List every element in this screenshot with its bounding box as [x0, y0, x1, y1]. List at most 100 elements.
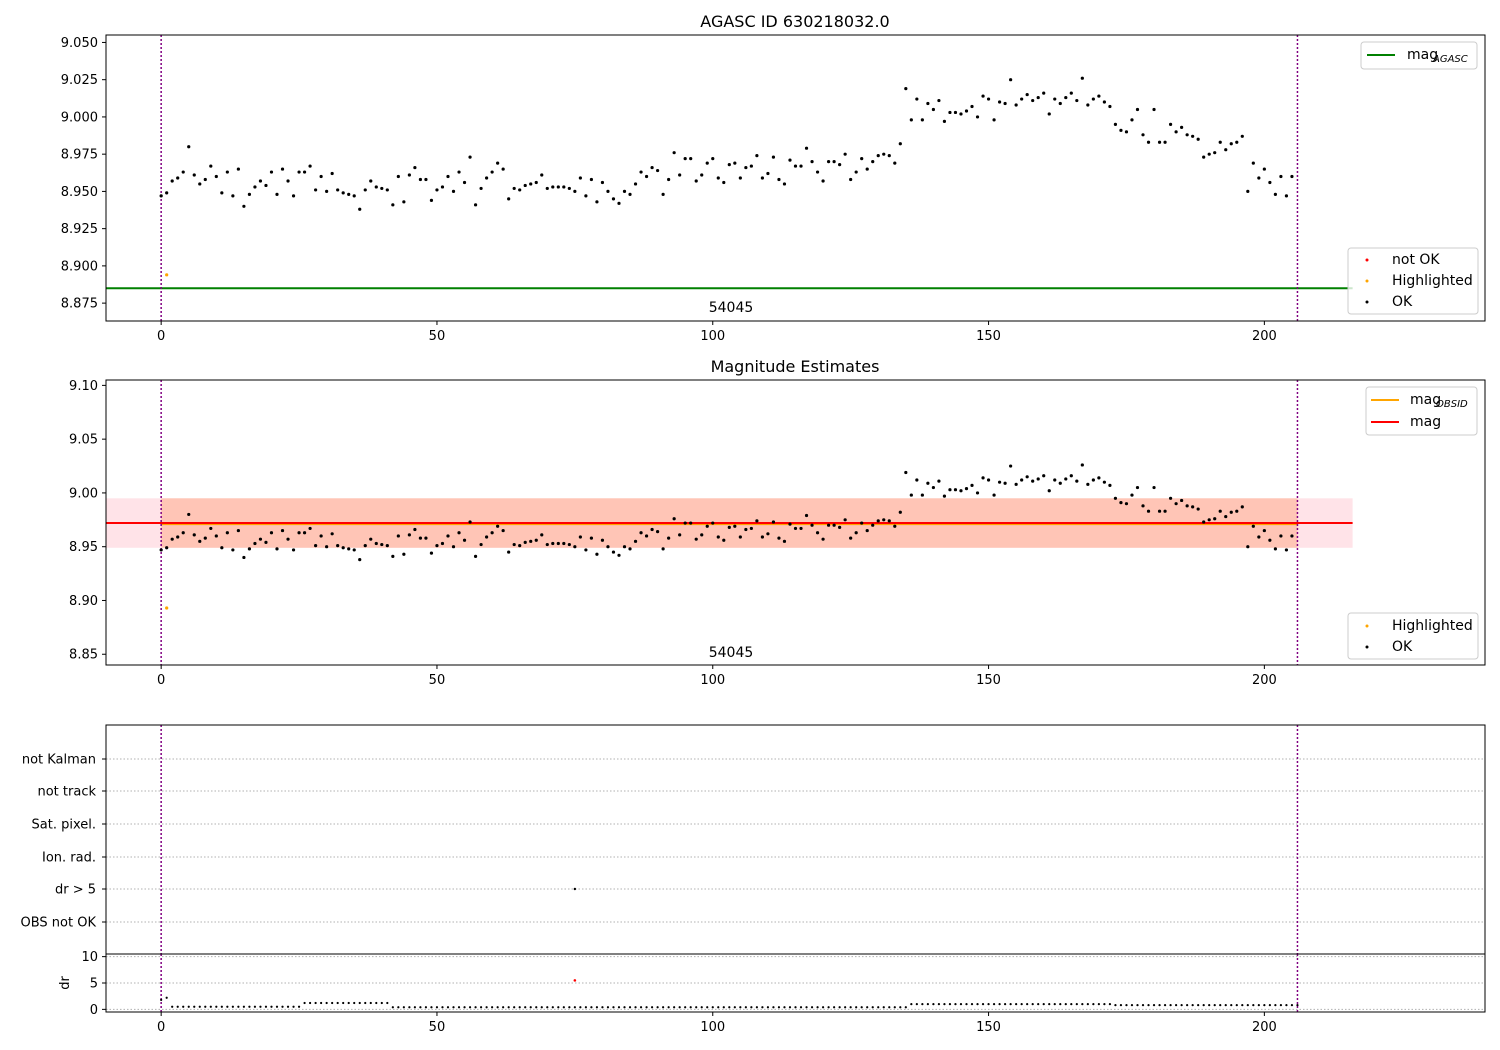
magnitude-point — [347, 192, 351, 196]
dr-point — [761, 1006, 764, 1009]
dr-panel-grid — [106, 954, 1485, 1012]
magnitude-point — [727, 162, 731, 167]
magnitude-point — [622, 545, 627, 549]
magnitude-point — [771, 520, 776, 524]
magnitude-point — [479, 186, 483, 191]
magnitude-point — [1031, 479, 1035, 483]
magnitude-point — [644, 174, 649, 179]
dr-point — [524, 1006, 527, 1009]
magnitude-point — [1229, 142, 1233, 146]
magnitude-point — [462, 538, 467, 542]
magnitude-point — [534, 538, 538, 542]
legend-label-highlighted: Highlighted — [1392, 618, 1473, 634]
dr-point — [987, 1002, 990, 1006]
agasc-panel-marker-legend[interactable]: not OK Highlighted OK — [1347, 247, 1479, 315]
magnitude-point — [1213, 517, 1217, 521]
dr-point — [573, 1006, 576, 1009]
highlighted-point — [165, 606, 169, 610]
magnitude-point — [534, 180, 538, 185]
magnitude-point — [424, 177, 428, 182]
magnitude-point — [661, 192, 665, 196]
magnitude-point — [760, 535, 765, 539]
magnitude-point — [308, 164, 312, 168]
magnitude-point — [1141, 133, 1145, 137]
dr-point — [314, 1001, 317, 1005]
dr-point — [1252, 1004, 1255, 1007]
magnitude-point — [159, 194, 163, 198]
magnitude-point — [1053, 97, 1057, 101]
dr-point — [281, 1005, 284, 1008]
dr-point — [408, 1006, 411, 1009]
magnitude-point — [639, 531, 643, 535]
magnitude-point — [1146, 140, 1151, 144]
magnitude-point — [1251, 161, 1255, 165]
dr-point — [253, 1005, 257, 1008]
dr-point — [1224, 1004, 1227, 1007]
x-tick-label: 50 — [429, 329, 446, 344]
magnitude-point — [595, 200, 599, 204]
dr-point — [954, 1002, 957, 1006]
magnitude-point — [893, 524, 897, 528]
magnitude-point — [777, 536, 781, 540]
magnitude-point — [341, 546, 345, 550]
dr-point — [860, 1006, 863, 1009]
magnitude-point — [1069, 474, 1073, 478]
magnitude-point — [1152, 107, 1156, 112]
magnitude-point — [1058, 101, 1062, 106]
magnitude-point — [700, 173, 704, 177]
magnitude-point — [358, 558, 362, 562]
magnitude-point — [970, 104, 974, 109]
magnitude-panel-marker-legend[interactable]: Highlighted OK — [1347, 612, 1479, 660]
magnitude-point — [948, 110, 952, 115]
magnitude-point — [997, 100, 1002, 104]
magnitude-point — [220, 191, 224, 195]
magnitude-point — [584, 548, 588, 552]
magnitude-point — [468, 155, 472, 159]
magnitude-panel-line-legend[interactable]: mag OBSID mag — [1365, 386, 1478, 436]
magnitude-point — [341, 191, 345, 195]
dr-point — [689, 1006, 692, 1009]
magnitude-point — [1168, 496, 1173, 500]
magnitude-point — [209, 164, 213, 168]
magnitude-point — [391, 554, 395, 558]
magnitude-point — [1080, 463, 1084, 467]
dr-point — [308, 1001, 312, 1005]
dr-point — [1059, 1002, 1062, 1006]
dr-point — [1169, 1004, 1172, 1007]
magnitude-point — [578, 176, 582, 180]
agasc-panel: AGASC ID 630218032.0 0 50 100 150 200 8.875 8.… — [61, 12, 1486, 344]
magnitude-point — [997, 480, 1002, 484]
magnitude-point — [854, 170, 858, 174]
dr-point — [612, 1006, 615, 1009]
magnitude-point — [374, 541, 378, 546]
agasc-panel-line-legend[interactable]: mag AGASC — [1360, 41, 1478, 70]
dr-point — [1015, 1002, 1018, 1006]
magnitude-point — [871, 160, 875, 164]
dr-point — [1213, 1004, 1216, 1007]
magnitude-point — [689, 521, 693, 525]
legend-box — [1360, 41, 1478, 70]
magnitude-point — [622, 189, 627, 194]
flags-panel: not Kalman not track Sat. pixel. Ion. rad. d… — [21, 724, 1486, 955]
magnitude-point — [1218, 140, 1222, 144]
y-tick-label: 8.85 — [69, 648, 98, 663]
legend-label-ok: OK — [1392, 639, 1413, 655]
dr-point — [297, 1005, 301, 1008]
magnitude-point — [948, 488, 952, 492]
y-tick-label: 8.95 — [69, 540, 98, 555]
dr-panel-ylabel: dr — [58, 976, 73, 990]
magnitude-point — [882, 152, 886, 156]
dr-point — [1147, 1004, 1150, 1007]
dr-point — [491, 1006, 494, 1009]
dr-point — [391, 1006, 394, 1009]
magnitude-point — [689, 157, 693, 161]
magnitude-point — [501, 528, 505, 533]
dr-point — [844, 1006, 847, 1009]
magnitude-point — [1191, 505, 1195, 509]
dr-point — [838, 1006, 841, 1009]
magnitude-point — [926, 101, 930, 106]
magnitude-point — [887, 154, 891, 158]
dr-point — [998, 1002, 1001, 1006]
dr-point — [728, 1006, 731, 1009]
magnitude-point — [826, 523, 831, 527]
